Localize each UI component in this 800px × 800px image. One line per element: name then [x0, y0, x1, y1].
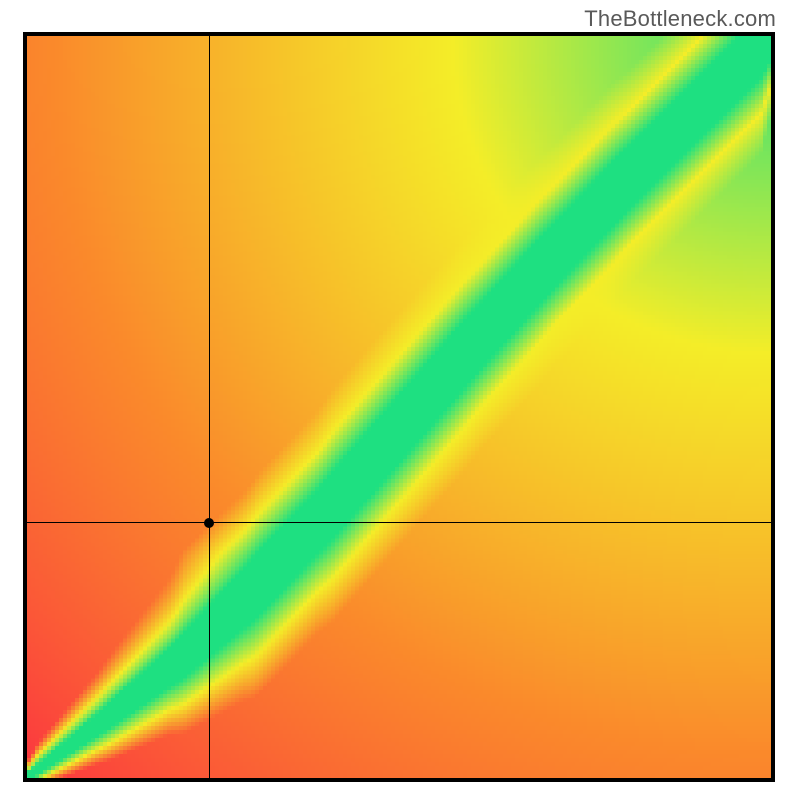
crosshair-horizontal [27, 522, 771, 523]
plot-frame-bottom [23, 778, 775, 782]
chart-container: TheBottleneck.com [0, 0, 800, 800]
crosshair-vertical [209, 36, 210, 778]
plot-frame-right [771, 32, 775, 782]
heatmap-canvas [27, 36, 771, 778]
crosshair-marker [204, 518, 214, 528]
heatmap-canvas-wrap [27, 36, 771, 778]
watermark-text: TheBottleneck.com [584, 6, 776, 32]
